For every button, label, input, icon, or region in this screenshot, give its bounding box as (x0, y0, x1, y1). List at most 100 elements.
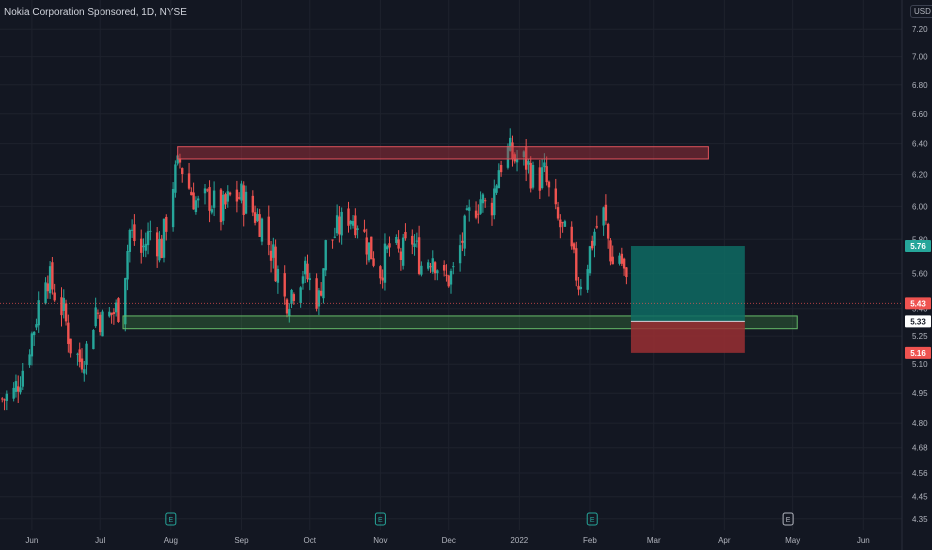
earnings-event-label: E (168, 517, 173, 524)
earnings-event-icon (782, 512, 794, 526)
candle-body (588, 246, 592, 274)
candle-body (447, 275, 450, 287)
price-tag-label: 5.43 (910, 299, 926, 308)
candle-body (108, 311, 111, 317)
candle-body (240, 183, 243, 201)
candle-body (602, 207, 605, 226)
candle-body (524, 146, 528, 170)
candle-body (53, 292, 56, 301)
price-tag-label: 5.16 (910, 349, 926, 358)
candle-body (354, 215, 357, 236)
currency-button[interactable]: USD (910, 5, 932, 18)
candle-body (299, 287, 302, 303)
candle-body (468, 207, 471, 211)
candle-body (379, 266, 382, 279)
x-tick-label: Jun (25, 536, 38, 545)
candle-body (155, 232, 159, 257)
price-tag (905, 240, 931, 253)
candle-body (226, 191, 229, 202)
x-tick-label: Dec (442, 536, 456, 545)
candle-body (130, 229, 134, 231)
candle-body (338, 216, 341, 235)
candle-body (210, 209, 214, 213)
candle-body (317, 290, 321, 307)
candle-body (267, 216, 270, 245)
y-tick-label: 4.68 (912, 444, 928, 453)
y-tick-label: 7.00 (912, 53, 928, 62)
candle-body (415, 240, 419, 242)
candle-body (540, 167, 544, 188)
candle-body (479, 199, 482, 214)
candle-body (458, 245, 462, 264)
candle-body (397, 239, 400, 249)
candle-body (586, 269, 589, 290)
candle-body (301, 276, 305, 284)
candle-body (591, 240, 594, 249)
candle-body (3, 399, 6, 401)
candle-body (383, 243, 387, 283)
candle-body (442, 264, 446, 271)
candle-body (593, 231, 596, 246)
candle-body (559, 219, 562, 228)
earnings-event-label: E (786, 517, 791, 524)
candle-body (604, 204, 608, 221)
candle-body (611, 256, 614, 265)
candle-body (547, 181, 551, 188)
candle-body (365, 237, 368, 255)
candle-body (436, 270, 439, 274)
candle-body (83, 369, 86, 374)
candle-body (292, 294, 296, 301)
candle-body (431, 258, 434, 272)
y-tick-label: 4.56 (912, 469, 928, 478)
candle-body (556, 207, 560, 219)
candle-body (367, 242, 371, 261)
earnings-event-icon (586, 512, 598, 526)
candle-body (258, 214, 261, 237)
candle-body (433, 262, 437, 274)
x-tick-label: Jun (857, 536, 870, 545)
candle-body (570, 226, 573, 247)
candle-body (445, 274, 448, 276)
earnings-event-label: E (590, 517, 595, 524)
price-tag-label: 5.33 (910, 317, 926, 326)
candle-body (527, 161, 530, 165)
candle-body (340, 211, 343, 236)
candle-body (579, 286, 583, 290)
candle-body (543, 162, 546, 168)
candle-body (618, 255, 621, 264)
candle-body (404, 231, 407, 239)
candle-body (306, 263, 309, 280)
candle-body (575, 248, 578, 281)
candle-body (80, 358, 84, 370)
price-tag-label: 5.76 (910, 242, 926, 251)
x-tick-label: Jul (95, 536, 105, 545)
candle-body (140, 238, 143, 253)
earnings-event-icon (374, 512, 386, 526)
candle-body (276, 268, 280, 283)
candle-body (112, 312, 116, 314)
candle-body (411, 235, 414, 245)
x-tick-label: Sep (234, 536, 249, 545)
candle-body (388, 243, 391, 248)
candle-body (595, 226, 598, 228)
candle-body (490, 202, 494, 216)
candle-body (162, 218, 166, 258)
candle-body (509, 137, 512, 151)
candle-body (511, 142, 514, 160)
candle-body (497, 170, 501, 189)
candle-body (67, 322, 70, 344)
candle-body (465, 208, 469, 211)
candle-body (5, 393, 9, 401)
candle-body (251, 195, 255, 213)
candle-body (260, 218, 264, 242)
candle-body (242, 185, 245, 215)
x-tick-label: Apr (718, 536, 731, 545)
candle-body (554, 188, 557, 205)
candle-body (124, 278, 127, 325)
x-tick-label: Oct (304, 536, 317, 545)
y-tick-label: 5.25 (912, 332, 928, 341)
candle-body (495, 185, 498, 193)
y-tick-label: 6.00 (912, 202, 928, 211)
candle-body (12, 387, 15, 399)
